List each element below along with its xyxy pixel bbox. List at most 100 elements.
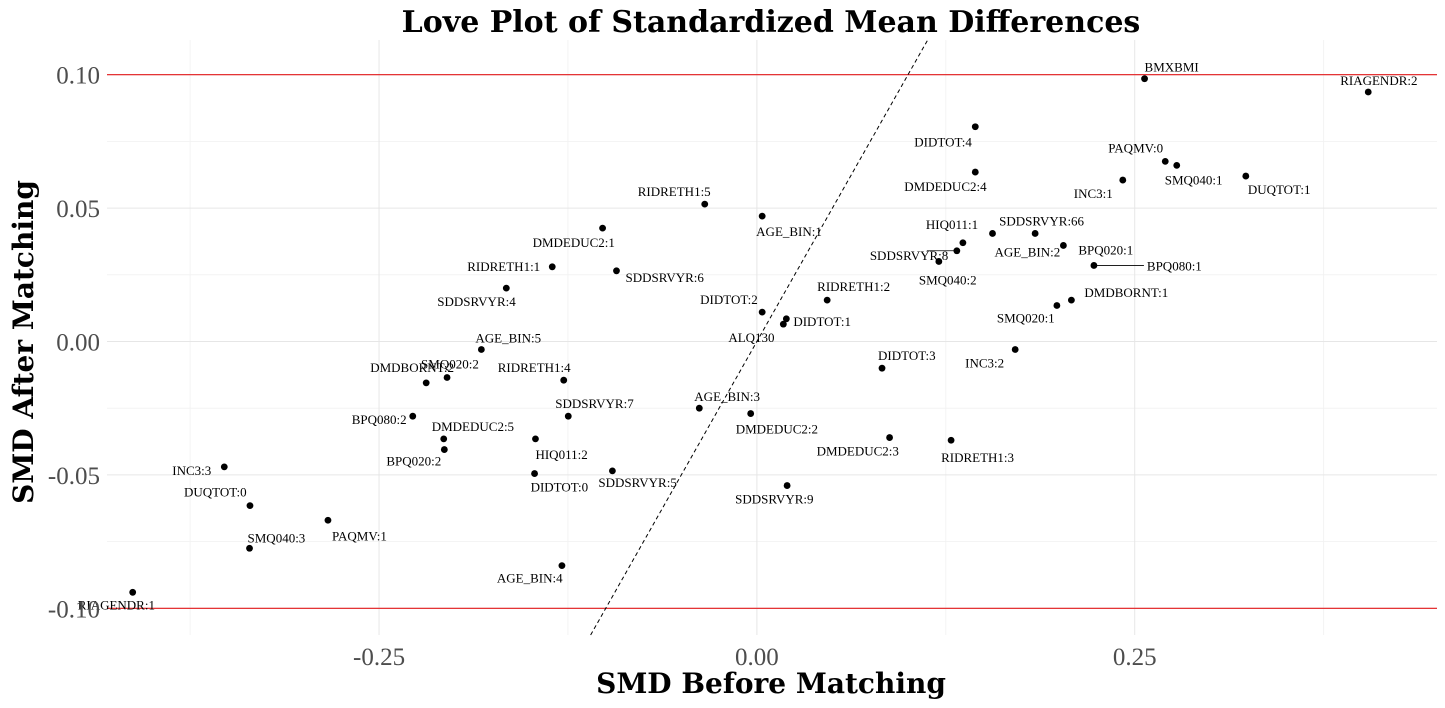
data-point (558, 562, 566, 570)
data-point (246, 502, 254, 509)
point-label: AGE_BIN:3 (694, 389, 760, 404)
point-label: DIDTOT:2 (700, 292, 758, 307)
point-label: PAQMV:0 (1108, 140, 1163, 155)
data-point (779, 320, 787, 328)
data-point (443, 374, 451, 381)
point-label: ALQ130 (728, 330, 774, 345)
point-label: AGE_BIN:2 (995, 244, 1061, 259)
point-label: SMQ040:2 (919, 272, 977, 287)
point-label: DMDBORNT:1 (1084, 285, 1168, 300)
data-point (1161, 158, 1169, 165)
point-label: DUQTOT:1 (1248, 182, 1311, 197)
point-label: SDDSRVYR:5 (598, 475, 676, 490)
chart-title: Love Plot of Standardized Mean Differenc… (402, 5, 1141, 40)
data-point (1059, 242, 1067, 249)
data-point (532, 435, 539, 443)
y-tick-label: 0.00 (56, 330, 100, 357)
point-label: INC3:3 (172, 463, 211, 478)
point-label: BPQ020:1 (1078, 242, 1133, 257)
point-label: BPQ020:2 (386, 454, 441, 469)
data-point (823, 296, 831, 304)
point-label: RIDRETH1:4 (498, 360, 571, 375)
point-labels: BMXBMI RIAGENDR:2 DIDTOT:4 PAQMV:0 SMQ040:1 D… (78, 60, 1418, 613)
data-point (324, 516, 332, 524)
axis-ticks: -0.25 0.00 0.25 -0.10 -0.05 0.00 0.05 0.10 (48, 63, 1157, 671)
point-label: SDDSRVYR:9 (735, 492, 813, 507)
data-point (548, 263, 556, 271)
point-label: AGE_BIN:4 (497, 571, 563, 586)
data-point (440, 435, 448, 443)
y-tick-label: -0.10 (48, 596, 100, 623)
point-label: HIQ011:1 (926, 217, 978, 232)
data-point (599, 224, 606, 232)
point-label: RIDRETH1:2 (817, 279, 890, 294)
data-point (560, 376, 568, 384)
data-point (1011, 346, 1019, 353)
point-label: BPQ080:2 (352, 412, 407, 427)
data-point (878, 364, 886, 372)
point-label: DIDTOT:4 (914, 135, 972, 150)
point-label: DIDTOT:3 (878, 348, 936, 363)
data-point (409, 412, 417, 420)
data-point (246, 544, 253, 552)
data-point (1068, 296, 1075, 304)
y-tick-label: 0.05 (56, 196, 100, 223)
point-label: RIAGENDR:2 (1340, 73, 1417, 88)
data-point (1119, 176, 1127, 184)
data-point (1364, 88, 1372, 96)
data-point (531, 470, 538, 477)
x-tick-label: 0.00 (735, 644, 779, 671)
point-label: SMQ020:2 (421, 357, 479, 372)
point-label: SMQ020:1 (997, 310, 1055, 325)
y-axis-title: SMD After Matching (7, 180, 40, 504)
x-tick-label: -0.25 (353, 644, 405, 671)
point-label: SMQ040:1 (1165, 172, 1223, 187)
data-point (947, 436, 955, 444)
data-point (701, 200, 709, 208)
data-point (747, 410, 755, 417)
data-point (613, 267, 620, 275)
point-label: DMDBORNT:2 (370, 360, 454, 375)
data-point (959, 239, 967, 247)
data-point (971, 123, 979, 131)
point-label: BPQ080:1 (1147, 258, 1202, 273)
data-point (422, 379, 430, 387)
data-point (886, 434, 893, 441)
point-label: INC3:2 (965, 356, 1004, 371)
point-label: AGE_BIN:5 (475, 331, 541, 346)
data-point (440, 446, 448, 453)
point-label: RIDRETH1:3 (941, 450, 1014, 465)
data-point (758, 212, 766, 220)
point-label: SDDSRVYR:8 (870, 248, 948, 263)
data-point (609, 467, 616, 475)
point-label: INC3:1 (1074, 186, 1113, 201)
point-label: DMDEDUC2:5 (432, 419, 514, 434)
point-label: SDDSRVYR:4 (437, 294, 516, 309)
point-label: DUQTOT:0 (184, 485, 247, 500)
data-point (695, 404, 703, 412)
point-label: SMQ040:3 (248, 530, 306, 545)
data-point (783, 482, 791, 489)
point-label: SDDSRVYR:66 (999, 213, 1084, 228)
data-point (971, 168, 979, 176)
data-point (1031, 230, 1039, 237)
data-point (935, 258, 943, 265)
data-point (502, 284, 510, 292)
point-label: SDDSRVYR:6 (625, 270, 704, 285)
identity-reference-line (590, 39, 929, 636)
point-label: DIDTOT:1 (793, 314, 851, 329)
point-label: BMXBMI (1145, 60, 1199, 75)
data-point (782, 315, 790, 323)
x-tick-label: 0.25 (1113, 644, 1157, 671)
point-label: HIQ011:2 (535, 447, 587, 462)
point-label: DMDEDUC2:1 (533, 235, 615, 250)
reference-lines (107, 39, 1437, 636)
data-point (477, 346, 485, 353)
point-label: RIDRETH1:1 (467, 259, 540, 274)
point-label: PAQMV:1 (332, 528, 387, 543)
data-point (129, 588, 137, 596)
y-tick-label: 0.10 (56, 63, 100, 90)
point-label: RIAGENDR:1 (78, 597, 155, 612)
point-label: RIDRETH1:5 (638, 184, 711, 199)
point-label: DMDEDUC2:4 (904, 179, 987, 194)
